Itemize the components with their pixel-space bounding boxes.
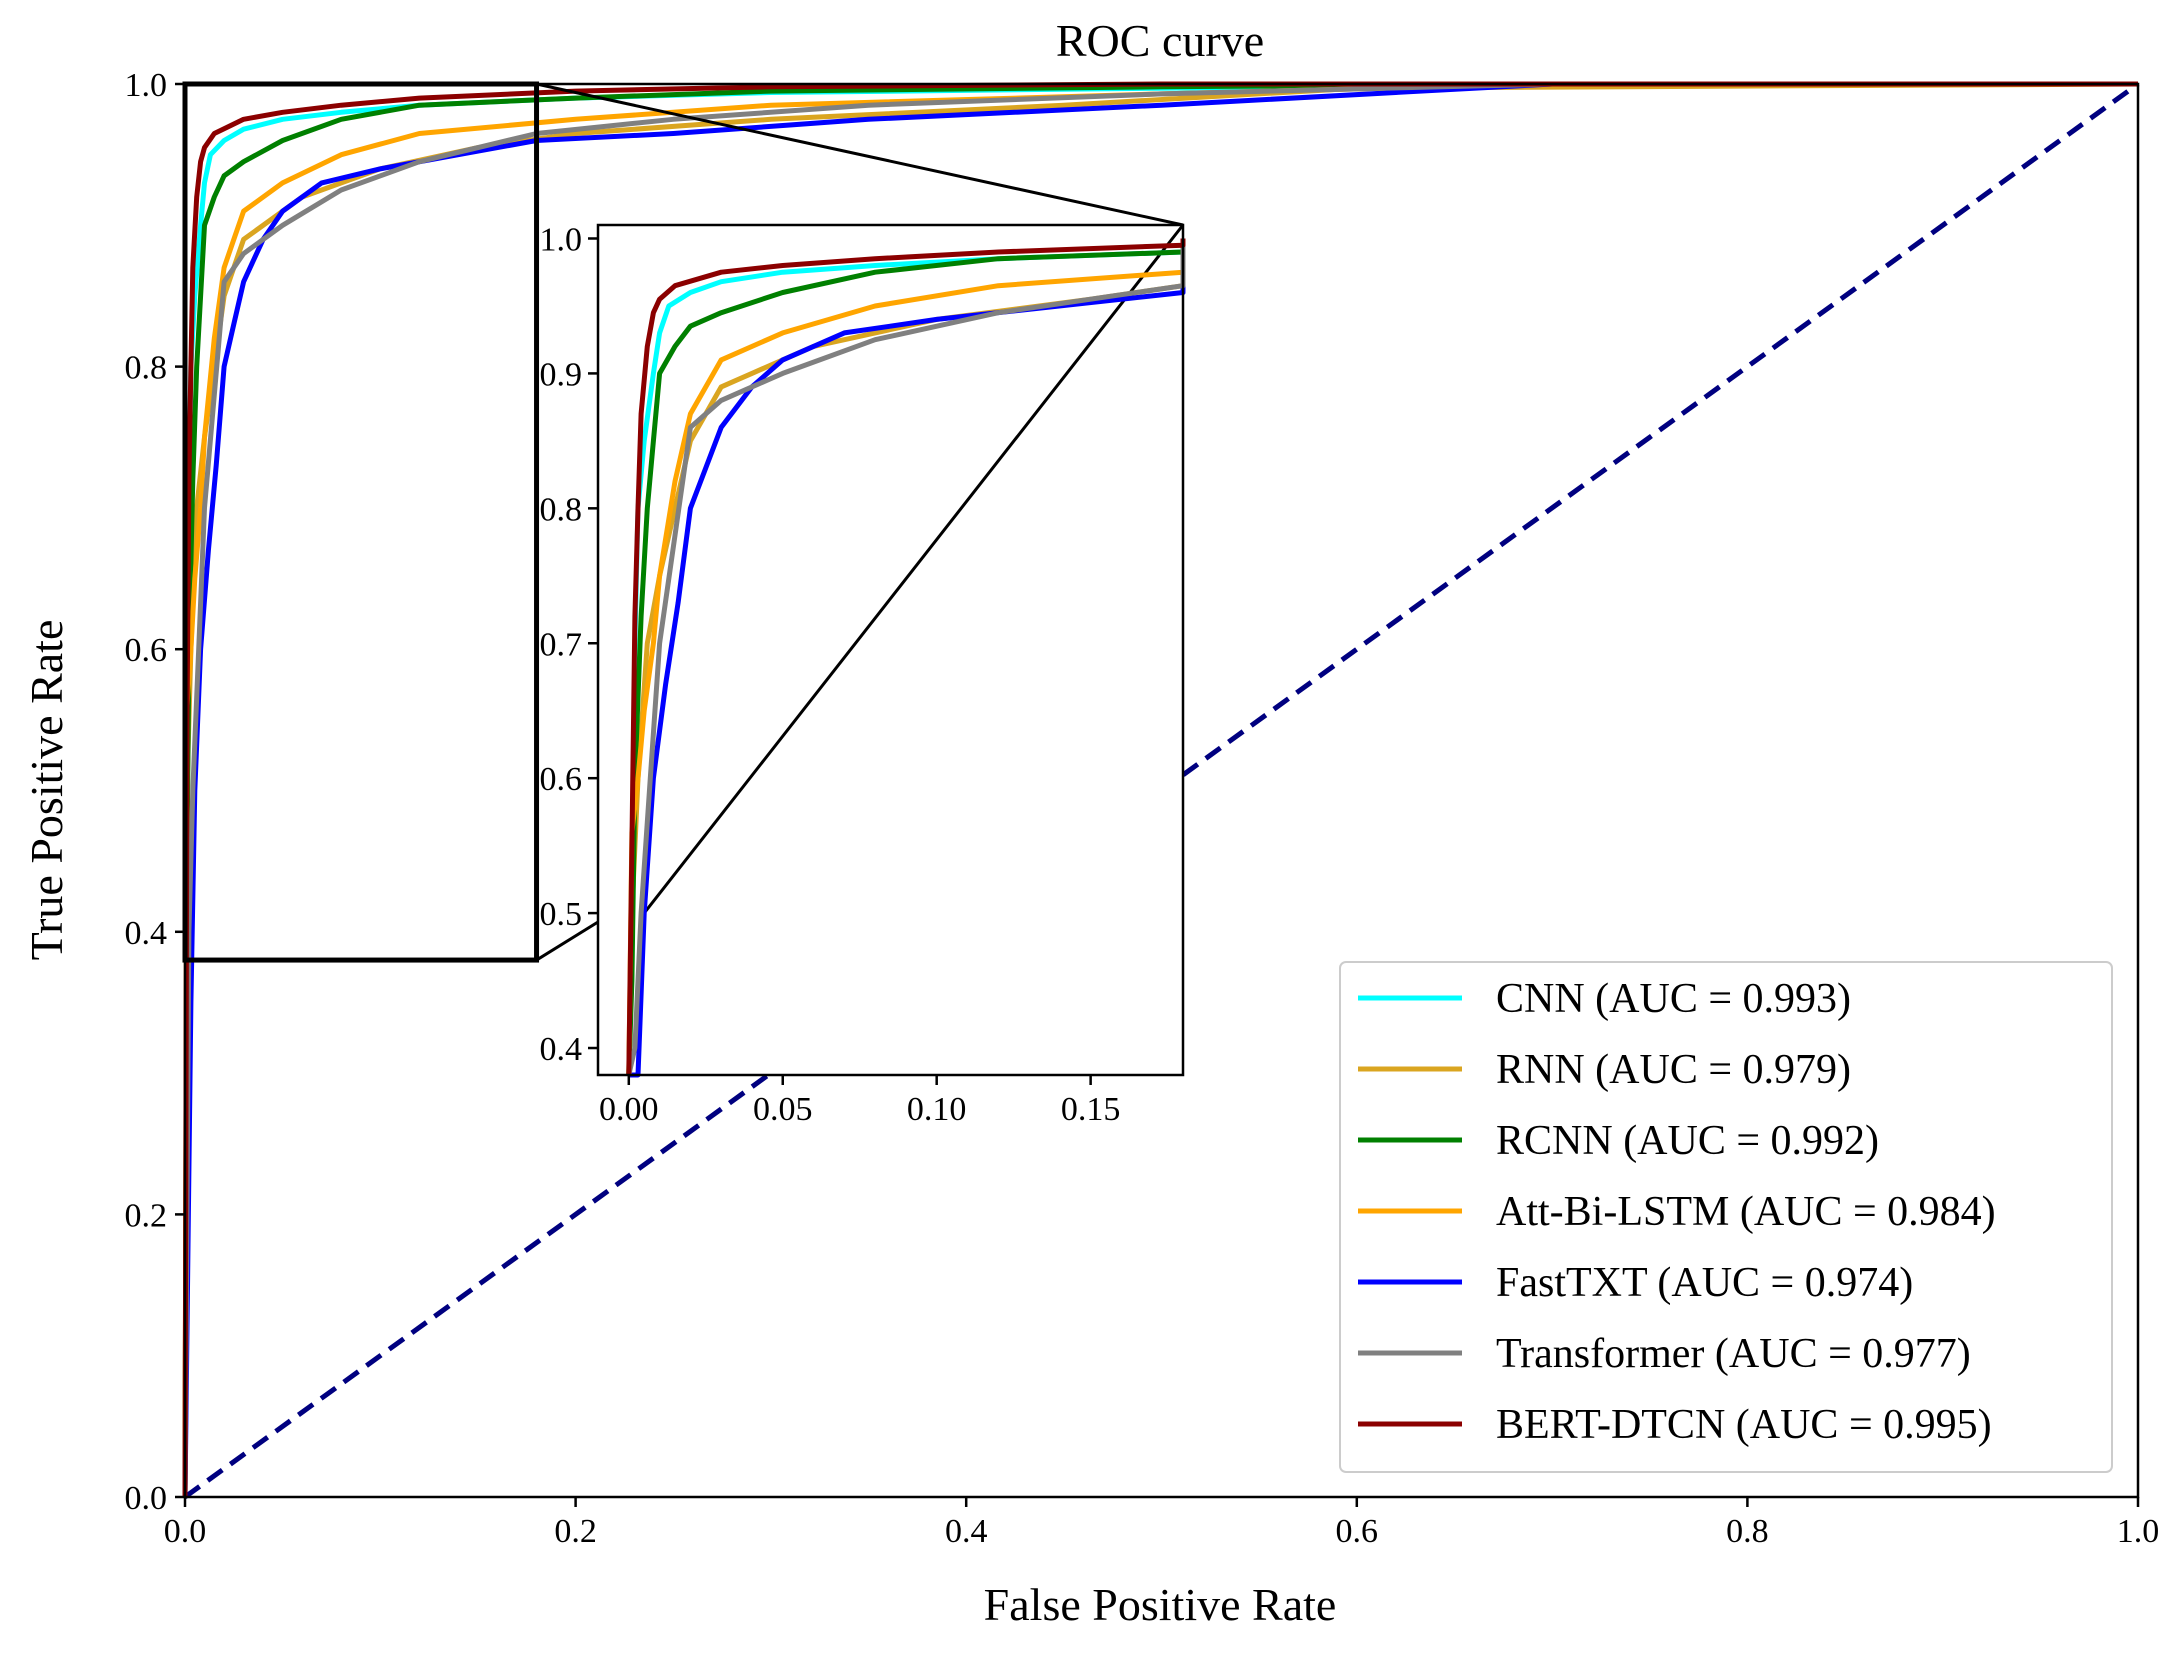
legend-label-3: Att-Bi-LSTM (AUC = 0.984)	[1496, 1189, 1996, 1235]
zoom-connector-lower	[535, 920, 599, 962]
zoom-connector-upper	[536, 82, 1184, 227]
x-tick-label-4: 0.8	[1726, 1513, 1769, 1550]
chart-title: ROC curve	[1056, 15, 1264, 66]
inset-y-tick-label-0: 0.4	[540, 1031, 583, 1068]
series-line-6	[182, 81, 2138, 1498]
series-line-5	[182, 81, 2138, 1498]
inset-y-tick-label-5: 0.9	[540, 356, 583, 393]
x-tick-label-5: 1.0	[2117, 1513, 2160, 1550]
inset-series-line-6	[626, 238, 1186, 1076]
inset-diagonal-line	[643, 224, 1185, 915]
x-tick-label-2: 0.4	[945, 1513, 988, 1550]
inset-y-tick-label-1: 0.5	[540, 896, 583, 933]
legend-label-0: CNN (AUC = 0.993)	[1496, 976, 1851, 1022]
inset-y-tick-label-2: 0.6	[540, 761, 583, 798]
inset-x-tick-label-0: 0.00	[599, 1091, 659, 1128]
inset-x-tick-label-1: 0.05	[753, 1091, 813, 1128]
inset-frame	[596, 223, 1185, 1077]
series-line-1	[182, 81, 2139, 1498]
y-tick-label-0: 0.0	[125, 1480, 168, 1517]
inset-x-tick-label-3: 0.15	[1061, 1091, 1121, 1128]
inset-y-tick-label-4: 0.8	[540, 491, 583, 528]
y-tick-label-2: 0.4	[125, 915, 168, 952]
legend-label-1: RNN (AUC = 0.979)	[1496, 1047, 1851, 1093]
series-line-2	[182, 81, 2138, 1498]
main-axes-group: 0.0 0.2 0.4 0.6 0.8 1.0 0.0 0.2 0.4 0.6 0.8 1.0	[125, 67, 2160, 1550]
inset-x-tick-label-2: 0.10	[907, 1091, 967, 1128]
inset-group: 0.00 0.05 0.10 0.15 0.4 0.5 0.6 0.7 0.8 0.9 1.0	[182, 81, 1186, 1128]
y-tick-label-4: 0.8	[125, 350, 168, 387]
legend: CNN (AUC = 0.993) RNN (AUC = 0.979) RCNN (…	[1339, 961, 2113, 1473]
series-line-3	[182, 81, 2138, 1498]
x-tick-label-3: 0.6	[1336, 1513, 1379, 1550]
inset-background	[598, 225, 1183, 1075]
legend-label-2: RCNN (AUC = 0.992)	[1496, 1118, 1879, 1164]
x-axis-label: False Positive Rate	[984, 1579, 1337, 1630]
inset-y-tick-label-6: 1.0	[540, 221, 583, 258]
legend-label-4: FastTXT (AUC = 0.974)	[1496, 1260, 1913, 1306]
y-tick-label-1: 0.2	[125, 1197, 168, 1234]
x-tick-label-0: 0.0	[164, 1513, 207, 1550]
inset-y-tick-label-3: 0.7	[540, 626, 583, 663]
y-tick-label-3: 0.6	[125, 632, 168, 669]
main-series-group	[182, 81, 2139, 1498]
y-tick-label-5: 1.0	[125, 67, 168, 104]
x-tick-label-1: 0.2	[554, 1513, 597, 1550]
legend-label-5: Transformer (AUC = 0.977)	[1496, 1331, 1971, 1377]
zoom-region-box	[182, 81, 540, 963]
legend-box	[1339, 961, 2113, 1473]
legend-label-6: BERT-DTCN (AUC = 0.995)	[1496, 1402, 1992, 1448]
y-axis-label: True Positive Rate	[21, 620, 72, 961]
